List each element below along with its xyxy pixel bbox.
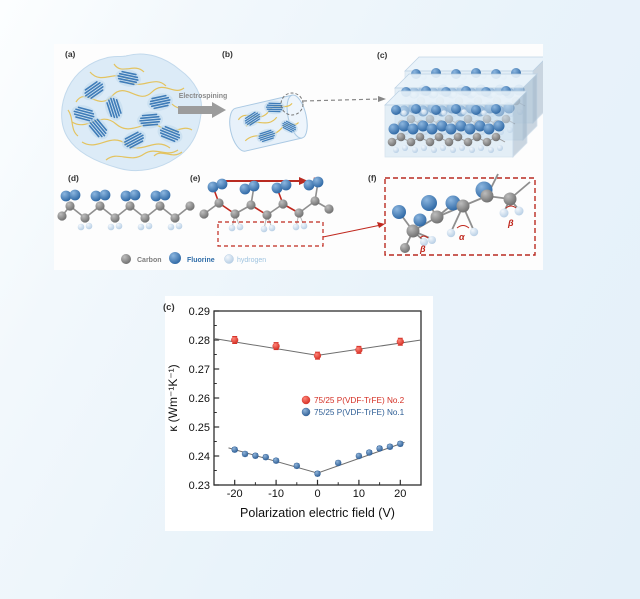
data-point [262, 453, 269, 461]
y-tick-label: 0.27 [189, 364, 210, 376]
data-point [366, 449, 373, 456]
zoom-circle-icon [280, 92, 304, 116]
zoom-red-arrowhead [377, 222, 385, 228]
data-point [231, 336, 239, 344]
legend-marker-icon [301, 407, 311, 417]
data-point [231, 446, 238, 453]
data-point [241, 450, 249, 458]
zoom-red-connector [322, 224, 382, 238]
panel-c-illustration: (c) [377, 50, 543, 158]
data-point [355, 452, 363, 460]
panel-e-illustration: (e) E [190, 173, 385, 247]
data-point [397, 440, 404, 448]
process-arrow-icon [178, 102, 226, 118]
beta-right-angle-label: β [507, 218, 514, 228]
panel-d-label: (d) [68, 173, 79, 183]
process-structure-svg: (a) [57, 49, 543, 264]
hydrogen-ball-icon [224, 254, 234, 264]
hydrogen-legend-label: hydrogen [237, 257, 266, 264]
panel-e-atoms [199, 176, 334, 233]
fluorine-ball-icon [169, 252, 181, 264]
panel-f-label: (f) [368, 173, 377, 183]
legend-marker-icon [301, 395, 311, 405]
process-structure-figure: (a) [54, 44, 543, 270]
bond-angle-arcs [419, 205, 517, 239]
electrospinning-label: Electrospining [179, 93, 228, 100]
y-tick-label: 0.26 [189, 393, 210, 405]
y-tick-label: 0.29 [189, 306, 210, 318]
efield-arrowhead [299, 177, 308, 185]
data-point [386, 443, 394, 450]
data-point [376, 445, 383, 452]
data-point [314, 470, 321, 477]
zoom-connector-line [302, 98, 381, 102]
data-point [396, 338, 404, 346]
zoom-connector-arrowhead [378, 96, 386, 102]
y-axis-label: κ (Wm⁻¹K⁻¹) [166, 364, 180, 431]
y-tick-label: 0.28 [189, 335, 210, 347]
legend-series-label: 75/25 P(VDF-TrFE) No.1 [314, 408, 405, 417]
data-point [313, 352, 322, 360]
panel-b-illustration: (b) [222, 49, 386, 152]
panel-b-label: (b) [222, 49, 233, 59]
panel-a-illustration: (a) [61, 49, 203, 172]
beta-left-angle-label: β [419, 244, 426, 254]
kappa-vs-field-plot: -20 -10 0 10 20 0.23 0.24 0.25 0.26 0.27 0.28 0.29 P… [166, 306, 422, 520]
data-point [272, 457, 280, 464]
data-point [293, 462, 301, 470]
panel-c-label: (c) [377, 50, 388, 60]
y-tick-label: 0.23 [189, 480, 210, 492]
atom-legend: Carbon Fluorine hydrogen [121, 252, 266, 264]
panel-a-label: (a) [65, 49, 76, 59]
x-tick-label: -10 [268, 488, 284, 500]
x-tick-label: 0 [314, 488, 320, 500]
alpha-angle-label: α [459, 232, 465, 242]
x-tick-label: 10 [353, 488, 365, 500]
fluorine-legend-label: Fluorine [187, 257, 215, 264]
panel-f-illustration: (f) [368, 173, 536, 256]
panel-f-atoms [392, 181, 524, 253]
carbon-legend-label: Carbon [137, 257, 162, 264]
highlight-dashed-box [217, 221, 324, 247]
data-point [334, 459, 342, 467]
panel-e-label: (e) [190, 173, 201, 183]
legend-series-label: 75/25 P(VDF-TrFE) No.2 [314, 396, 405, 405]
zoom-dashed-box [384, 177, 536, 256]
y-tick-label: 0.25 [189, 422, 210, 434]
chart-panel-label: (c) [163, 302, 175, 313]
x-tick-label: -20 [227, 488, 243, 500]
data-point [355, 346, 363, 354]
x-tick-label: 20 [394, 488, 406, 500]
x-axis-label: Polarization electric field (V) [240, 506, 395, 520]
data-point [272, 342, 280, 350]
data-point [252, 452, 259, 459]
thermal-conductivity-chart: (c) -20 -10 0 10 20 0.23 0.24 0.25 0.26 0.27 0.28 0… [163, 296, 433, 531]
y-tick-label: 0.24 [189, 451, 210, 463]
carbon-ball-icon [121, 254, 131, 264]
electrospinning-step: Electrospining [178, 93, 227, 118]
panel-d-illustration: (d) [57, 173, 195, 232]
